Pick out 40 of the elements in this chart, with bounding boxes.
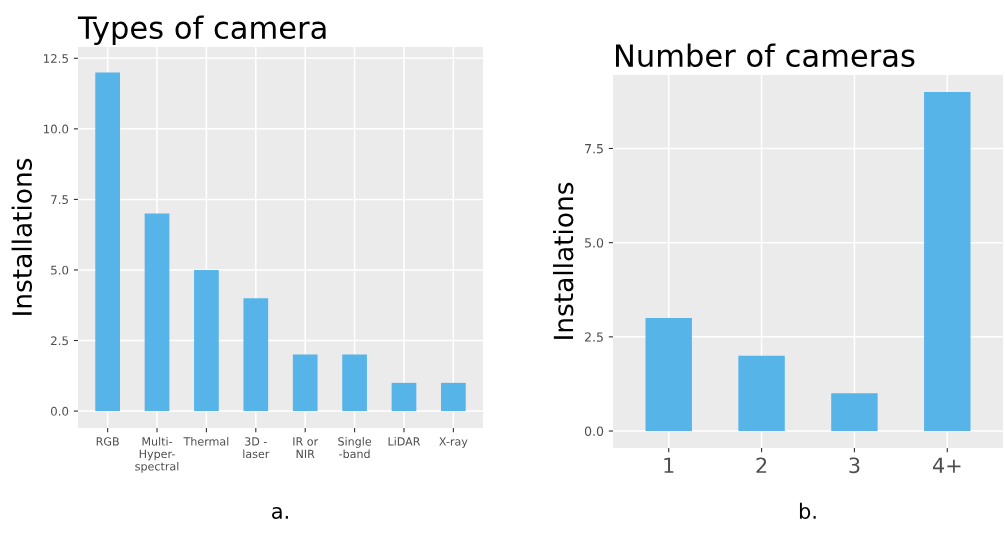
bar xyxy=(243,298,269,412)
y-axis-title: Installations xyxy=(11,158,33,315)
bar xyxy=(441,382,466,412)
x-tick-label: 3 xyxy=(849,457,860,474)
y-tick-label: 12.5 xyxy=(43,54,68,63)
bar xyxy=(831,393,878,432)
y-tick-label: 10.0 xyxy=(43,124,69,134)
x-tick-label: IR or NIR xyxy=(293,437,319,458)
x-tick-label: Thermal xyxy=(183,437,229,446)
chart-title: Number of cameras xyxy=(616,43,915,68)
text: a. xyxy=(272,507,288,519)
bar xyxy=(194,269,219,412)
y-tick-label: 7.5 xyxy=(51,195,68,205)
bar xyxy=(645,318,692,432)
bar xyxy=(738,355,785,432)
x-tick-label: 2 xyxy=(756,457,767,473)
text: b. xyxy=(799,502,816,519)
y-tick-label: 0.0 xyxy=(584,426,604,436)
y-tick-label: 7.5 xyxy=(585,144,603,154)
y-tick-label: 0.0 xyxy=(50,406,69,416)
x-tick-label: 1 xyxy=(664,457,674,473)
x-tick-label: LiDAR xyxy=(388,437,421,446)
x-tick-label: Multi- Hyper- spectral xyxy=(135,437,179,473)
y-tick-label: 2.5 xyxy=(51,336,68,346)
x-tick-label: X-ray xyxy=(439,437,468,448)
x-tick-label: RGB xyxy=(96,437,119,446)
bar xyxy=(95,72,120,412)
x-tick-label: Single -band xyxy=(338,437,372,459)
y-axis-title: Installations xyxy=(553,182,574,339)
bar xyxy=(292,354,318,412)
bar xyxy=(342,354,367,412)
x-tick-label: 4+ xyxy=(932,457,961,473)
y-tick-label: 5.0 xyxy=(585,238,604,248)
x-tick-label: 3D - laser xyxy=(243,437,270,459)
bar xyxy=(924,91,971,432)
bar xyxy=(144,213,170,412)
bar xyxy=(391,382,417,412)
y-tick-label: 5.0 xyxy=(51,265,69,275)
chart-title: Types of camera xyxy=(77,15,326,46)
y-tick-label: 2.5 xyxy=(585,332,603,342)
